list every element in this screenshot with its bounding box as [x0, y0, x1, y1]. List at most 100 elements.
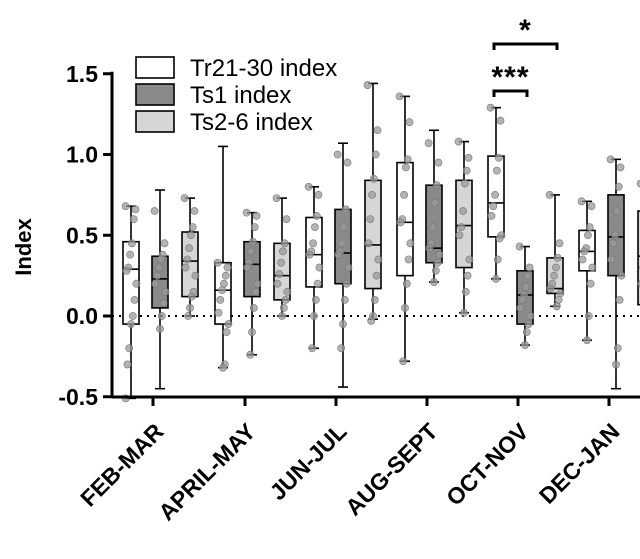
points-layer — [121, 81, 640, 403]
data-point — [400, 190, 408, 199]
data-point — [277, 258, 285, 267]
box-body — [455, 179, 473, 269]
data-point — [429, 223, 437, 232]
data-point — [334, 250, 343, 259]
data-point — [342, 279, 351, 288]
data-point — [492, 166, 501, 175]
data-point — [522, 283, 530, 291]
data-point — [454, 137, 463, 146]
data-point — [278, 247, 287, 256]
data-point — [580, 247, 589, 256]
data-point — [243, 263, 252, 272]
data-point — [435, 250, 444, 259]
data-point — [489, 202, 498, 211]
data-point — [546, 284, 555, 293]
data-point — [222, 328, 231, 337]
legend-entry-label: Tr21-30 index — [190, 55, 337, 82]
data-point — [273, 279, 282, 288]
data-point — [613, 344, 622, 353]
data-point — [150, 207, 159, 215]
significance-bracket: * — [492, 14, 559, 50]
data-point — [616, 163, 625, 172]
data-point — [278, 312, 286, 320]
data-point — [122, 266, 131, 275]
data-point — [493, 255, 502, 264]
data-point — [366, 215, 375, 223]
data-point — [157, 312, 166, 320]
data-point — [312, 211, 321, 220]
data-point — [399, 357, 408, 366]
y-tick-label: 1.5 — [66, 61, 98, 87]
data-point — [338, 239, 346, 248]
data-point — [188, 223, 197, 232]
data-point — [186, 231, 195, 240]
data-point — [252, 211, 261, 220]
data-point — [253, 279, 262, 288]
data-point — [160, 239, 169, 248]
data-point — [364, 239, 373, 248]
data-point — [587, 202, 596, 211]
data-point — [315, 263, 324, 272]
legend-entry-label: Ts1 index — [190, 82, 291, 109]
data-point — [219, 363, 227, 372]
data-point — [337, 344, 346, 353]
data-point — [524, 320, 533, 328]
data-point — [457, 223, 466, 232]
data-point — [606, 155, 615, 164]
data-point — [310, 312, 318, 320]
y-tick-label: 1.0 — [66, 142, 98, 168]
data-point — [181, 263, 190, 272]
data-point — [309, 239, 317, 248]
data-point — [153, 271, 162, 280]
data-point — [577, 197, 586, 206]
data-point — [368, 190, 376, 199]
bracket-line — [492, 42, 559, 50]
x-tick-label: OCT-NOV — [441, 418, 534, 511]
data-point — [156, 325, 164, 333]
data-point — [249, 304, 258, 312]
data-point — [518, 295, 527, 304]
data-point — [184, 312, 193, 320]
data-point — [223, 263, 232, 272]
data-point — [372, 271, 381, 280]
y-tick-label: 0.0 — [66, 303, 98, 329]
data-point — [186, 304, 194, 312]
data-point — [404, 255, 413, 264]
data-point — [311, 295, 320, 304]
data-point — [584, 312, 593, 320]
data-point — [221, 271, 230, 280]
data-point — [187, 292, 196, 301]
data-point — [272, 194, 281, 203]
data-point — [460, 179, 469, 188]
data-point — [156, 255, 165, 264]
data-point — [308, 344, 317, 353]
data-point — [491, 190, 499, 199]
data-point — [191, 271, 200, 280]
data-point — [612, 360, 620, 369]
data-point — [183, 255, 192, 264]
data-point — [339, 320, 347, 328]
box-body — [637, 210, 640, 306]
data-point — [525, 263, 534, 272]
data-point — [180, 194, 189, 203]
data-point — [129, 215, 138, 223]
data-point — [486, 103, 495, 112]
data-point — [522, 328, 531, 337]
significance-label: * — [519, 14, 532, 47]
data-point — [246, 350, 255, 359]
boxes-layer — [122, 82, 640, 400]
data-point — [123, 360, 132, 369]
data-point — [161, 287, 170, 296]
significance-label: *** — [491, 61, 529, 94]
data-point — [305, 250, 314, 259]
data-point — [554, 295, 563, 304]
data-point — [552, 302, 561, 311]
data-point — [130, 295, 139, 304]
data-point — [588, 263, 597, 272]
data-point — [430, 278, 438, 286]
data-point — [492, 274, 500, 283]
data-point — [242, 208, 251, 217]
data-point — [464, 153, 473, 162]
data-point — [126, 250, 135, 259]
